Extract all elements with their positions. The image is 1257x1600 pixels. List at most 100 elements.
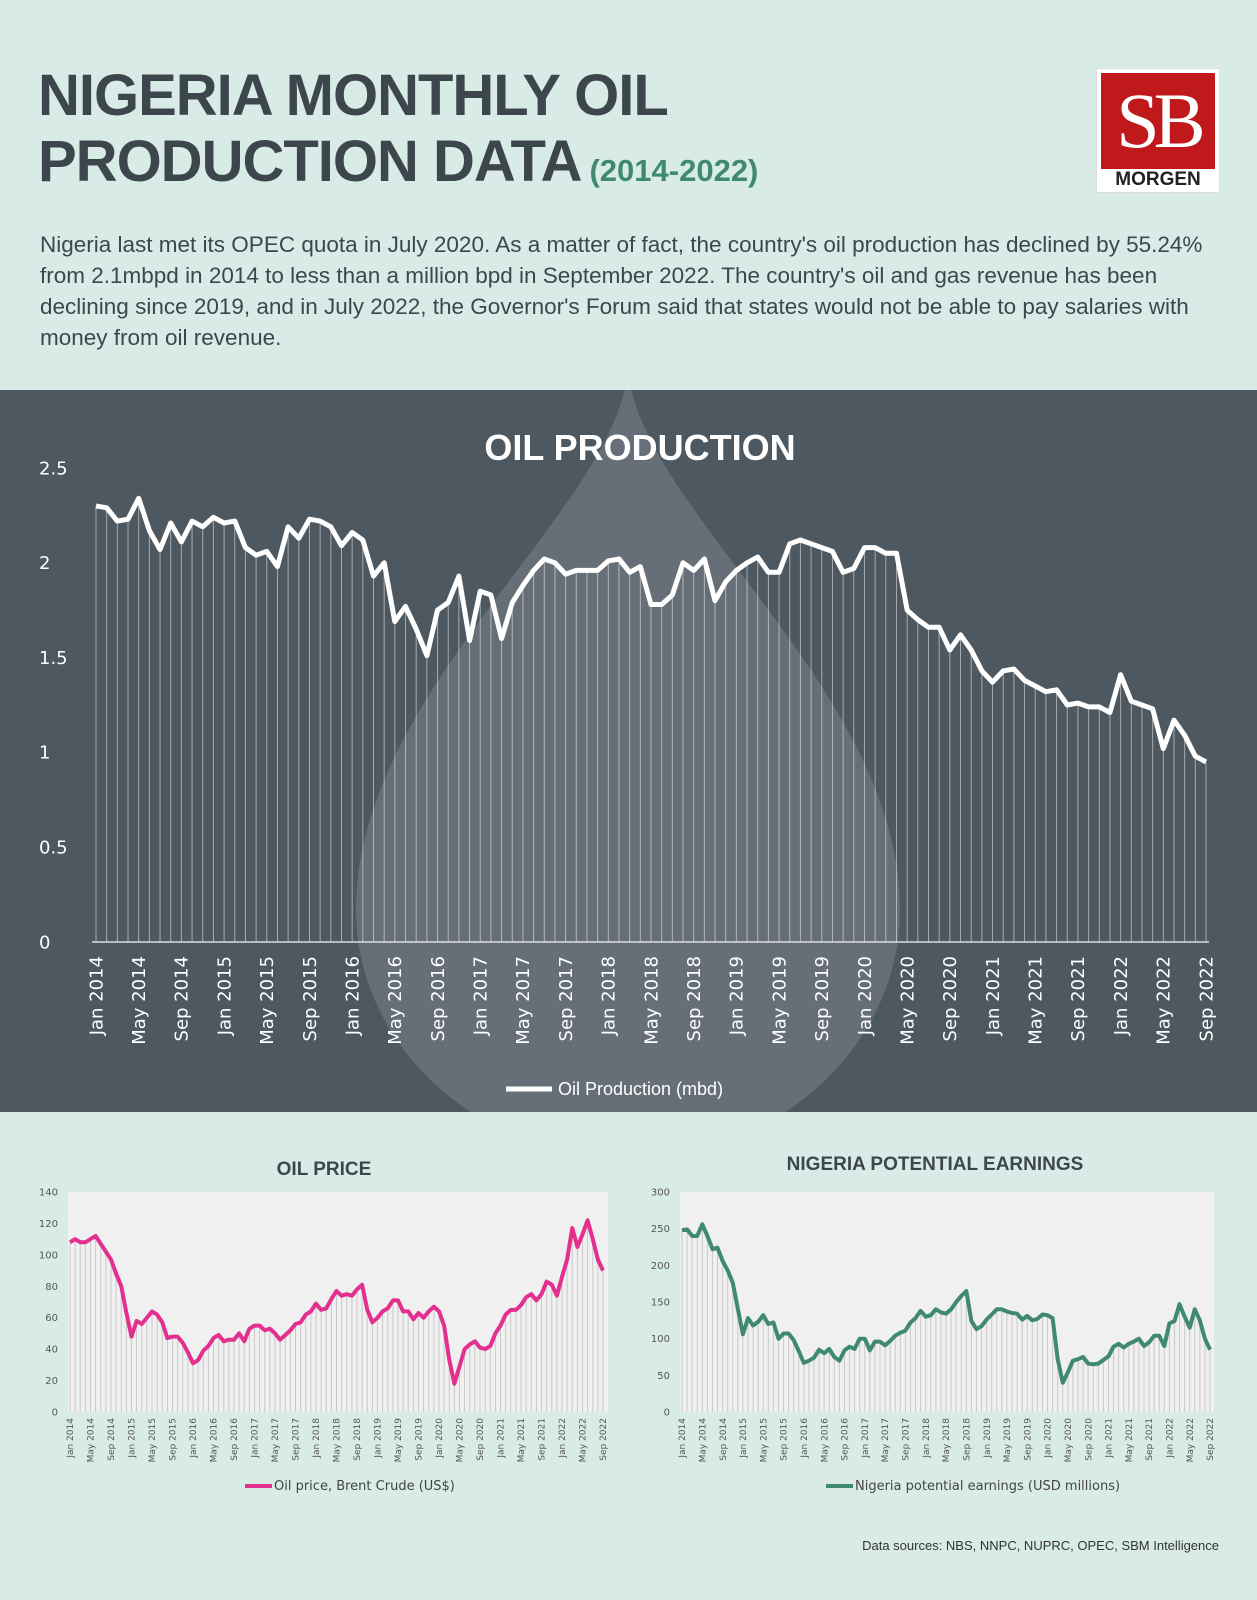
x-tick-label: Jan 2019 (727, 956, 748, 1036)
earnings-plot-area (680, 1192, 1214, 1412)
x-tick-label: May 2016 (385, 956, 406, 1045)
x-tick-label: Jan 2018 (599, 956, 620, 1036)
x-tick-label: Sep 2022 (1206, 1418, 1216, 1461)
x-tick-label: Jan 2016 (342, 956, 363, 1036)
x-tick-label: Sep 2020 (940, 956, 961, 1041)
x-tick-label: Sep 2019 (812, 956, 833, 1041)
x-tick-label: May 2020 (456, 1418, 466, 1463)
x-tick-label: Jan 2020 (855, 956, 876, 1036)
x-tick-label: Jan 2021 (497, 1418, 507, 1459)
y-tick-label: 250 (651, 1224, 670, 1235)
x-tick-label: May 2016 (820, 1418, 830, 1463)
x-tick-label: Sep 2020 (476, 1418, 486, 1461)
y-tick-label: 2.5 (39, 458, 68, 479)
x-tick-label: Jan 2015 (739, 1418, 749, 1459)
x-tick-label: Jan 2018 (922, 1418, 932, 1459)
production-panel (0, 390, 1257, 1112)
x-tick-label: Jan 2017 (471, 956, 492, 1036)
oil-price-title: OIL PRICE (277, 1159, 372, 1180)
x-tick-label: May 2014 (129, 956, 150, 1045)
x-tick-label: Sep 2021 (1145, 1418, 1155, 1461)
x-tick-label: Sep 2015 (780, 1418, 790, 1461)
x-tick-label: Jan 2019 (374, 1418, 384, 1459)
x-tick-label: Jan 2014 (678, 1418, 688, 1459)
x-tick-label: Sep 2021 (538, 1418, 548, 1461)
x-tick-label: May 2016 (210, 1418, 220, 1463)
x-tick-label: Sep 2022 (599, 1418, 609, 1461)
x-tick-label: May 2021 (1125, 1418, 1135, 1462)
page-title-main: PRODUCTION DATA (38, 129, 582, 194)
x-tick-label: Sep 2017 (902, 1418, 912, 1461)
x-tick-label: Jan 2014 (86, 956, 107, 1036)
x-tick-label: Sep 2017 (556, 956, 577, 1041)
x-tick-label: May 2017 (513, 956, 534, 1045)
x-tick-label: May 2022 (1154, 956, 1175, 1045)
x-tick-label: Sep 2015 (169, 1418, 179, 1461)
y-tick-label: 0 (664, 1408, 670, 1419)
x-tick-label: Sep 2019 (415, 1418, 425, 1461)
x-tick-label: Sep 2019 (1023, 1418, 1033, 1461)
page-title-line2: PRODUCTION DATA (2014-2022) (38, 128, 758, 195)
x-tick-label: Jan 2016 (189, 1418, 199, 1459)
x-tick-label: Jan 2015 (128, 1418, 138, 1459)
x-tick-label: May 2015 (148, 1418, 158, 1462)
x-tick-label: May 2017 (271, 1418, 281, 1462)
x-tick-label: Jan 2015 (214, 956, 235, 1036)
y-tick-label: 20 (45, 1376, 58, 1387)
page-title-years: (2014-2022) (589, 153, 759, 188)
x-tick-label: Jan 2016 (800, 1418, 810, 1459)
x-tick-label: Sep 2016 (841, 1418, 851, 1461)
x-tick-label: Jan 2021 (1105, 1418, 1115, 1459)
x-tick-label: Sep 2017 (292, 1418, 302, 1461)
x-tick-label: May 2015 (257, 956, 278, 1045)
logo-text: MORGEN (1115, 169, 1201, 190)
x-tick-label: Jan 2017 (251, 1418, 261, 1459)
x-tick-label: Jan 2019 (983, 1418, 993, 1459)
x-tick-label: May 2018 (333, 1418, 343, 1463)
y-tick-label: 80 (45, 1282, 58, 1293)
header: NIGERIA MONTHLY OIL PRODUCTION DATA (2014… (0, 0, 1257, 390)
x-tick-label: May 2014 (87, 1418, 97, 1463)
y-tick-label: 1 (39, 743, 50, 764)
x-tick-label: Jan 2021 (983, 956, 1004, 1036)
x-tick-label: May 2020 (897, 956, 918, 1045)
x-tick-label: Sep 2022 (1196, 956, 1217, 1041)
x-tick-label: Jan 2018 (312, 1418, 322, 1459)
oil-price-series-line (68, 1218, 605, 1386)
x-tick-label: Jan 2022 (1111, 956, 1132, 1036)
y-tick-label: 200 (651, 1261, 670, 1272)
x-tick-label: May 2019 (1003, 1418, 1013, 1463)
oil-price-plot-area (68, 1192, 608, 1412)
x-tick-label: May 2022 (579, 1418, 589, 1462)
x-tick-label: Sep 2014 (107, 1418, 117, 1461)
x-tick-label: May 2018 (641, 956, 662, 1045)
x-tick-label: Sep 2014 (719, 1418, 729, 1461)
x-tick-label: May 2022 (1186, 1418, 1196, 1462)
x-tick-label: May 2019 (769, 956, 790, 1045)
y-tick-label: 120 (39, 1219, 58, 1230)
earnings-series-line (681, 1222, 1212, 1385)
x-tick-label: Jan 2020 (435, 1418, 445, 1459)
x-tick-label: May 2017 (881, 1418, 891, 1462)
x-tick-label: Sep 2016 (428, 956, 449, 1041)
x-tick-label: May 2019 (394, 1418, 404, 1463)
y-tick-label: 60 (45, 1313, 58, 1324)
x-tick-label: May 2015 (759, 1418, 769, 1462)
bottom-charts: OIL PRICE 0 20 40 60 80 100 120 140 Jan 2014 May… (39, 1154, 1216, 1494)
y-tick-label: 0 (39, 932, 50, 953)
x-tick-label: Sep 2015 (300, 956, 321, 1041)
y-tick-label: 150 (651, 1298, 670, 1309)
intro-paragraph: Nigeria last met its OPEC quota in July … (40, 232, 1203, 350)
y-tick-label: 1.5 (39, 648, 68, 669)
y-tick-label: 2 (39, 553, 50, 574)
x-tick-label: Jan 2020 (1044, 1418, 1054, 1459)
earnings-title: NIGERIA POTENTIAL EARNINGS (787, 1154, 1084, 1175)
legend-label-earnings: Nigeria potential earnings (USD millions… (855, 1479, 1120, 1494)
y-tick-label: 40 (45, 1345, 58, 1356)
oil-drop-shape (356, 390, 900, 1112)
y-tick-label: 100 (39, 1250, 58, 1261)
x-tick-label: May 2018 (942, 1418, 952, 1463)
oil-production-series-line (95, 495, 1208, 765)
legend-label-production: Oil Production (mbd) (558, 1079, 723, 1099)
x-tick-label: Sep 2016 (230, 1418, 240, 1461)
